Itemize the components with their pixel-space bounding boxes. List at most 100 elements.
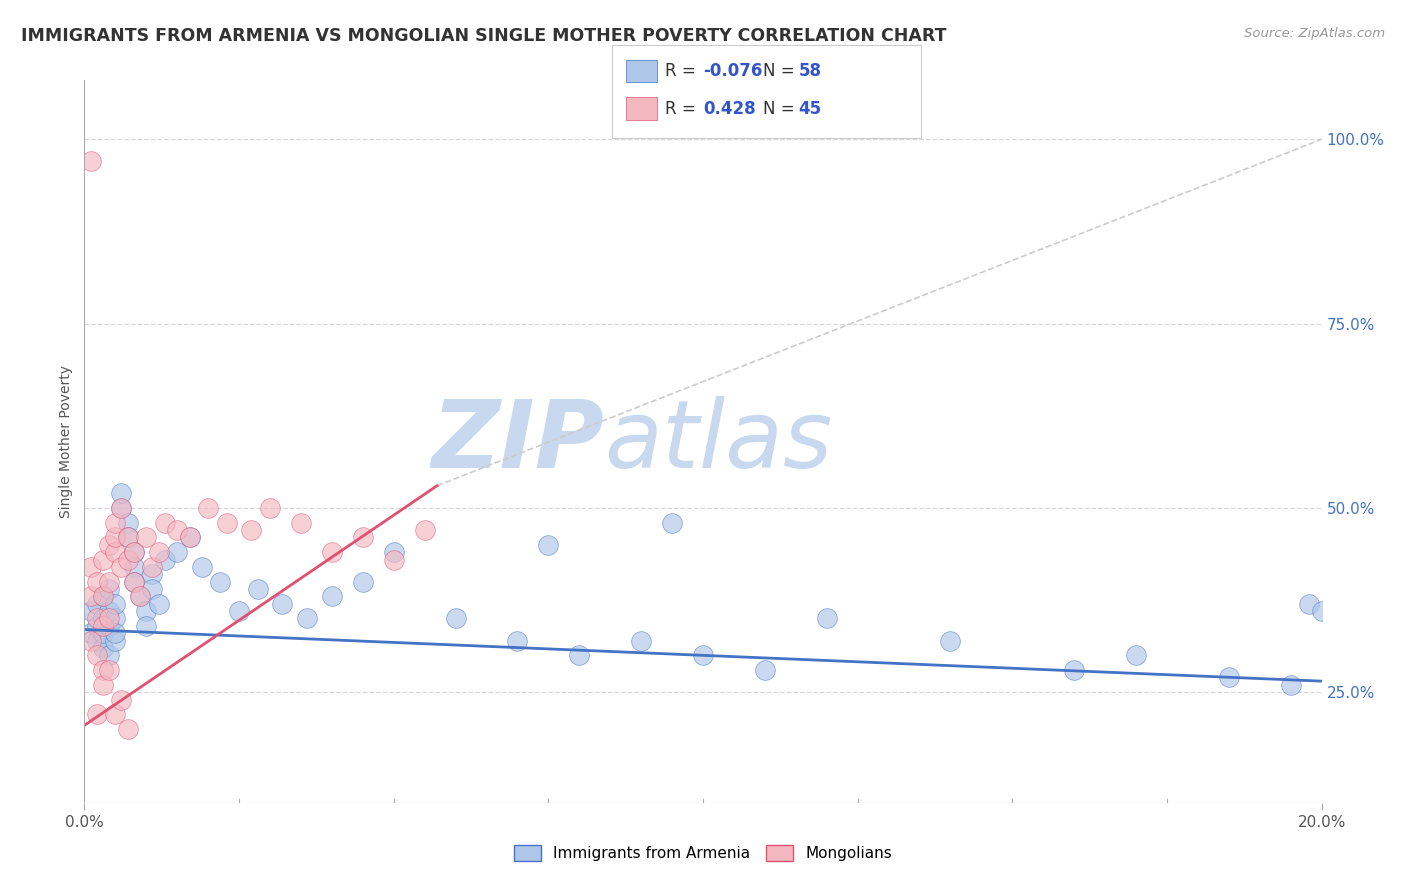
Point <box>1125 648 1147 663</box>
Point <box>79 633 101 648</box>
Point <box>86 707 108 722</box>
Point <box>321 545 343 559</box>
Text: N =: N = <box>763 100 800 118</box>
Point <box>215 516 238 530</box>
Point <box>98 619 121 633</box>
Point <box>166 523 188 537</box>
Point <box>413 523 436 537</box>
Point <box>98 604 121 618</box>
Point <box>104 516 127 530</box>
Point <box>117 516 139 530</box>
Point <box>86 633 108 648</box>
Point <box>1279 678 1302 692</box>
Point <box>352 574 374 589</box>
Point <box>1310 604 1333 618</box>
Point <box>135 604 157 618</box>
Point <box>86 648 108 663</box>
Point <box>148 545 170 559</box>
Point <box>382 545 405 559</box>
Text: Source: ZipAtlas.com: Source: ZipAtlas.com <box>1244 27 1385 40</box>
Point <box>754 663 776 677</box>
Text: 0.428: 0.428 <box>703 100 755 118</box>
Point <box>104 545 127 559</box>
Y-axis label: Single Mother Poverty: Single Mother Poverty <box>59 365 73 518</box>
Point <box>104 530 127 544</box>
Point <box>1218 670 1240 684</box>
Point <box>141 560 163 574</box>
Point <box>1298 597 1320 611</box>
Point <box>104 633 127 648</box>
Point <box>939 633 962 648</box>
Point <box>104 597 127 611</box>
Text: atlas: atlas <box>605 396 832 487</box>
Point <box>197 500 219 515</box>
Point <box>153 516 176 530</box>
Point <box>141 582 163 596</box>
Point <box>209 574 232 589</box>
Point <box>98 582 121 596</box>
Point <box>104 626 127 640</box>
Text: -0.076: -0.076 <box>703 62 762 80</box>
Point <box>568 648 591 663</box>
Point <box>122 560 145 574</box>
Point <box>179 530 201 544</box>
Point <box>79 154 101 169</box>
Point <box>692 648 714 663</box>
Point <box>129 590 152 604</box>
Point <box>271 597 294 611</box>
Point <box>110 500 132 515</box>
Point <box>79 626 101 640</box>
Point <box>91 611 114 625</box>
Point <box>110 692 132 706</box>
Point <box>86 611 108 625</box>
Point <box>86 597 108 611</box>
Point <box>191 560 214 574</box>
Point <box>79 590 101 604</box>
Point <box>122 574 145 589</box>
Point <box>117 552 139 566</box>
Legend: Immigrants from Armenia, Mongolians: Immigrants from Armenia, Mongolians <box>508 838 898 867</box>
Point <box>91 619 114 633</box>
Point <box>815 611 838 625</box>
Point <box>86 574 108 589</box>
Point <box>79 560 101 574</box>
Point <box>179 530 201 544</box>
Text: R =: R = <box>665 62 702 80</box>
Point <box>537 538 560 552</box>
Point <box>321 590 343 604</box>
Point <box>110 500 132 515</box>
Point <box>91 626 114 640</box>
Point <box>382 552 405 566</box>
Point <box>86 619 108 633</box>
Point <box>122 574 145 589</box>
Point <box>110 560 132 574</box>
Text: IMMIGRANTS FROM ARMENIA VS MONGOLIAN SINGLE MOTHER POVERTY CORRELATION CHART: IMMIGRANTS FROM ARMENIA VS MONGOLIAN SIN… <box>21 27 946 45</box>
Point <box>117 722 139 736</box>
Point <box>1063 663 1085 677</box>
Point <box>148 597 170 611</box>
Point <box>98 648 121 663</box>
Point <box>98 611 121 625</box>
Point <box>91 663 114 677</box>
Point <box>153 552 176 566</box>
Point <box>661 516 683 530</box>
Point <box>122 545 145 559</box>
Point <box>91 590 114 604</box>
Point <box>117 530 139 544</box>
Point <box>98 574 121 589</box>
Point <box>129 590 152 604</box>
Point <box>630 633 652 648</box>
Point <box>91 678 114 692</box>
Point <box>98 538 121 552</box>
Point <box>228 604 250 618</box>
Point <box>444 611 467 625</box>
Point <box>122 545 145 559</box>
Point <box>110 486 132 500</box>
Point <box>246 582 269 596</box>
Point <box>295 611 318 625</box>
Text: R =: R = <box>665 100 702 118</box>
Text: N =: N = <box>763 62 800 80</box>
Point <box>91 640 114 655</box>
Point <box>290 516 312 530</box>
Point <box>104 611 127 625</box>
